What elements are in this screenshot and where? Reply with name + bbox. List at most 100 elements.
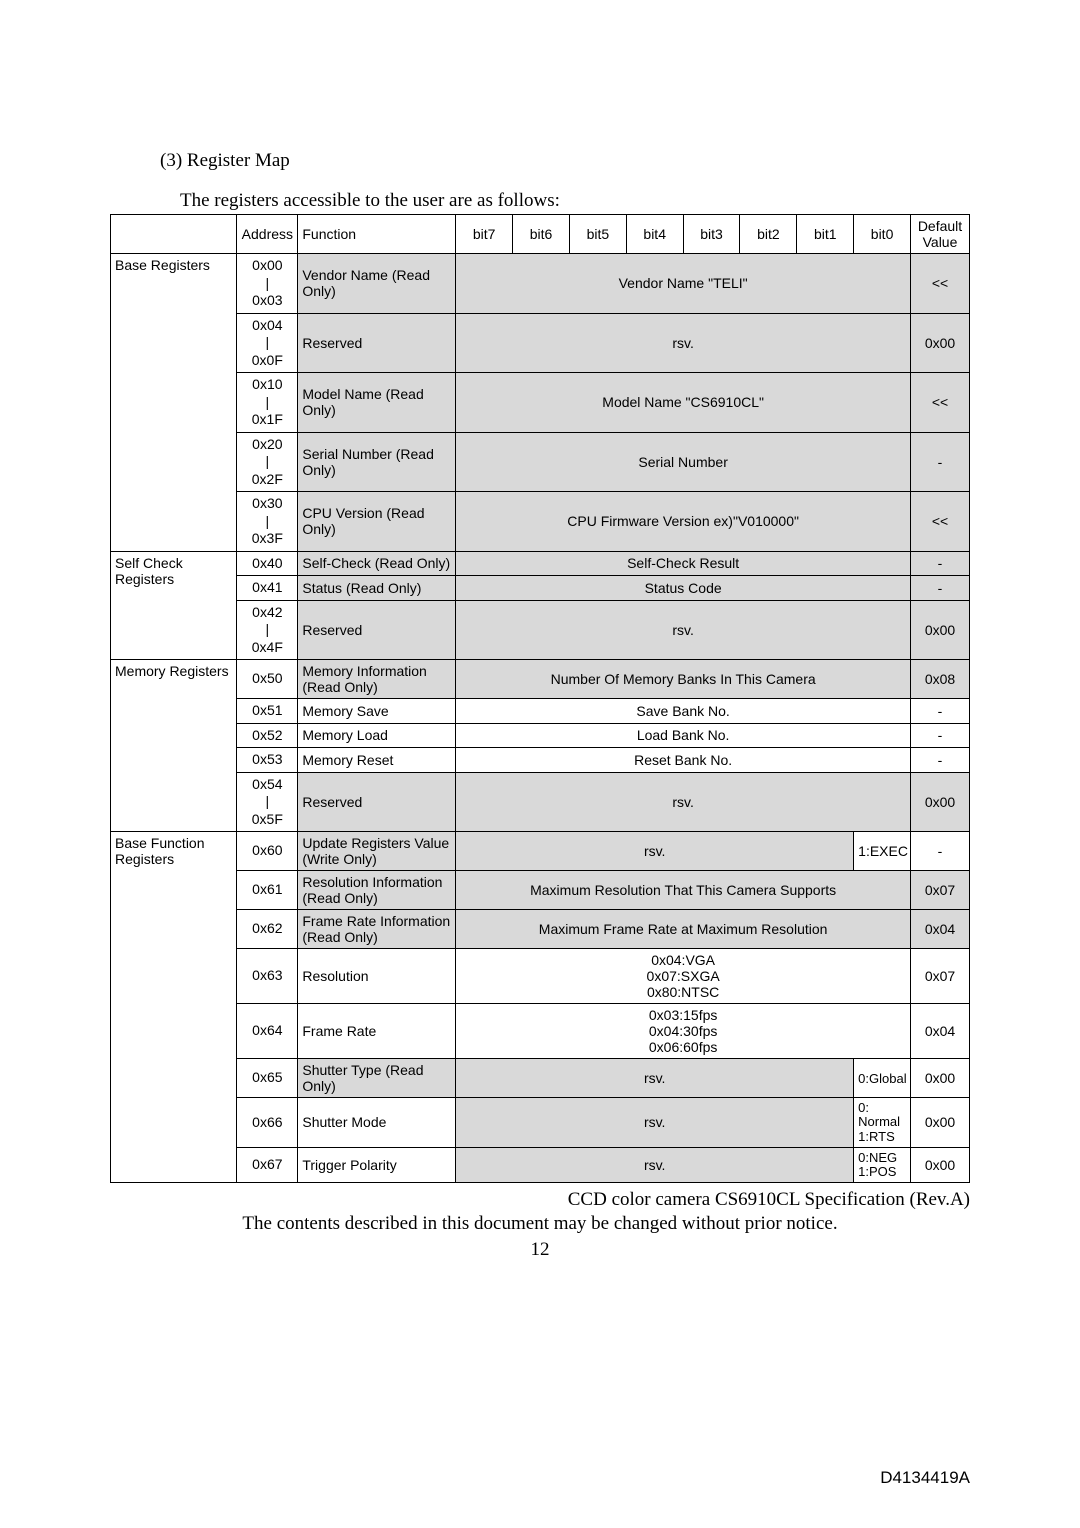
def: -	[911, 723, 970, 748]
addr: 0x50	[237, 660, 298, 699]
def: -	[911, 699, 970, 724]
def: 0x04	[911, 1004, 970, 1059]
header-bit4: bit4	[626, 215, 683, 254]
func: Serial Number (Read Only)	[298, 432, 456, 492]
header-function: Function	[298, 215, 456, 254]
desc: rsv.	[456, 1147, 854, 1183]
category-basefunc: Base Function Registers	[111, 832, 237, 1183]
desc: Model Name "CS6910CL"	[456, 373, 911, 433]
bit0: 0:NEG 1:POS	[854, 1147, 911, 1183]
table-row: 0x20|0x2F Serial Number (Read Only) Seri…	[111, 432, 970, 492]
category-base: Base Registers	[111, 254, 237, 552]
header-default: Default Value	[911, 215, 970, 254]
table-row: 0x61 Resolution Information (Read Only) …	[111, 871, 970, 910]
addr: 0x5F	[252, 811, 283, 827]
addr: 0x10	[252, 376, 282, 392]
addr: 0x40	[237, 551, 298, 576]
func: Resolution Information (Read Only)	[298, 871, 456, 910]
desc: Maximum Frame Rate at Maximum Resolution	[456, 910, 911, 949]
def: 0x00	[911, 1098, 970, 1148]
table-row: 0x65 Shutter Type (Read Only) rsv. 0:Glo…	[111, 1059, 970, 1098]
func: Memory Load	[298, 723, 456, 748]
def: 0x04	[911, 910, 970, 949]
table-row: 0x66 Shutter Mode rsv. 0: Normal 1:RTS 0…	[111, 1098, 970, 1148]
document-number: D4134419A	[880, 1468, 970, 1488]
header-bit1: bit1	[797, 215, 854, 254]
addr: 0x00	[252, 257, 282, 273]
desc: Serial Number	[456, 432, 911, 492]
def: 0x00	[911, 600, 970, 660]
addr: 0x54	[252, 776, 282, 792]
desc: rsv.	[456, 1059, 854, 1098]
table-row: Base Function Registers 0x60 Update Regi…	[111, 832, 970, 871]
bit0: 1:EXEC	[854, 832, 911, 871]
desc: Number Of Memory Banks In This Camera	[456, 660, 911, 699]
desc: rsv.	[456, 1098, 854, 1148]
header-bit0: bit0	[854, 215, 911, 254]
desc: rsv.	[456, 600, 911, 660]
header-bit6: bit6	[513, 215, 570, 254]
bit0: 0: Normal 1:RTS	[854, 1098, 911, 1148]
addr: 0x61	[237, 871, 298, 910]
header-bit5: bit5	[569, 215, 626, 254]
addr: 0x63	[237, 949, 298, 1004]
addr: 0x53	[237, 748, 298, 773]
addr: 0x65	[237, 1059, 298, 1098]
desc: Load Bank No.	[456, 723, 911, 748]
def: -	[911, 432, 970, 492]
category-selfcheck: Self Check Registers	[111, 551, 237, 660]
table-row: 0x10|0x1F Model Name (Read Only) Model N…	[111, 373, 970, 433]
table-row: 0x53 Memory Reset Reset Bank No. -	[111, 748, 970, 773]
footer-notice: The contents described in this document …	[110, 1213, 970, 1235]
func: Reserved	[298, 772, 456, 832]
func: Memory Reset	[298, 748, 456, 773]
func: Shutter Type (Read Only)	[298, 1059, 456, 1098]
table-row: 0x62 Frame Rate Information (Read Only) …	[111, 910, 970, 949]
desc: rsv.	[456, 772, 911, 832]
table-row: 0x63 Resolution 0x04:VGA 0x07:SXGA 0x80:…	[111, 949, 970, 1004]
addr: 0x1F	[252, 411, 283, 427]
table-row: 0x42|0x4F Reserved rsv. 0x00	[111, 600, 970, 660]
func: Update Registers Value (Write Only)	[298, 832, 456, 871]
table-row: 0x30|0x3F CPU Version (Read Only) CPU Fi…	[111, 492, 970, 552]
table-row: 0x51 Memory Save Save Bank No. -	[111, 699, 970, 724]
desc: CPU Firmware Version ex)"V010000"	[456, 492, 911, 552]
category-memory: Memory Registers	[111, 660, 237, 832]
func: Shutter Mode	[298, 1098, 456, 1148]
desc: Self-Check Result	[456, 551, 911, 576]
footer-spec: CCD color camera CS6910CL Specification …	[110, 1189, 970, 1211]
addr: 0x62	[237, 910, 298, 949]
table-row: 0x54|0x5F Reserved rsv. 0x00	[111, 772, 970, 832]
addr: 0x04	[252, 317, 282, 333]
desc: Reset Bank No.	[456, 748, 911, 773]
def: -	[911, 576, 970, 601]
bit0: 0:Global	[854, 1059, 911, 1098]
header-bit2: bit2	[740, 215, 797, 254]
addr: 0x03	[252, 292, 282, 308]
def: 0x00	[911, 772, 970, 832]
desc: 0x03:15fps 0x04:30fps 0x06:60fps	[456, 1004, 911, 1059]
addr: 0x42	[252, 604, 282, 620]
table-row: 0x52 Memory Load Load Bank No. -	[111, 723, 970, 748]
func: Resolution	[298, 949, 456, 1004]
def: -	[911, 748, 970, 773]
addr: 0x67	[237, 1147, 298, 1183]
addr: 0x66	[237, 1098, 298, 1148]
def: 0x00	[911, 1147, 970, 1183]
table-row: 0x64 Frame Rate 0x03:15fps 0x04:30fps 0x…	[111, 1004, 970, 1059]
header-bit7: bit7	[456, 215, 513, 254]
section-title: (3) Register Map	[160, 150, 970, 172]
addr: 0x51	[237, 699, 298, 724]
def: 0x00	[911, 1059, 970, 1098]
addr: 0x2F	[252, 471, 283, 487]
def: <<	[911, 373, 970, 433]
func: Self-Check (Read Only)	[298, 551, 456, 576]
addr: 0x64	[237, 1004, 298, 1059]
desc: rsv.	[456, 313, 911, 373]
addr: 0x4F	[252, 639, 283, 655]
func: Model Name (Read Only)	[298, 373, 456, 433]
def: <<	[911, 254, 970, 314]
intro-text: The registers accessible to the user are…	[180, 190, 970, 212]
func: Memory Save	[298, 699, 456, 724]
func: CPU Version (Read Only)	[298, 492, 456, 552]
